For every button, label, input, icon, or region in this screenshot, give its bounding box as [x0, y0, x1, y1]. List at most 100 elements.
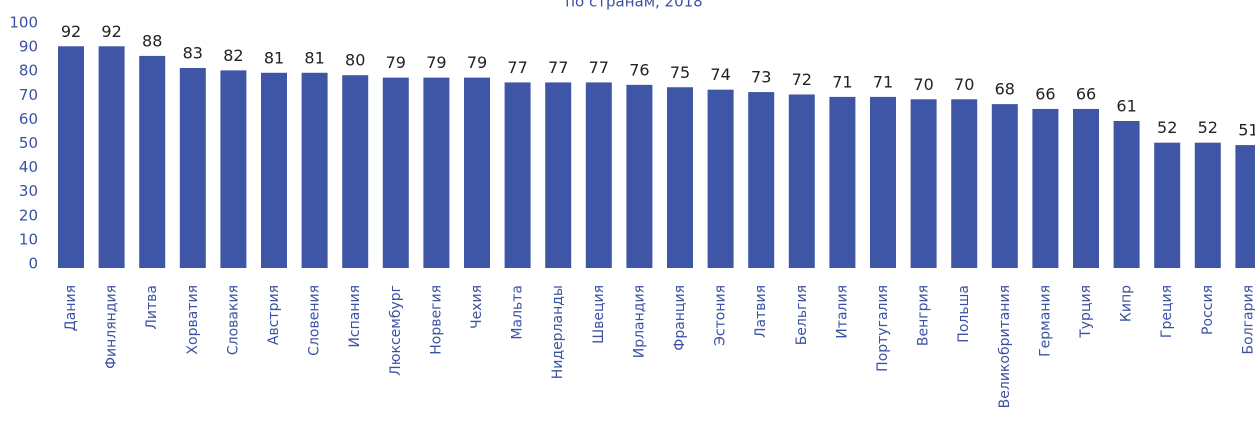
- value-label: 82: [223, 46, 243, 65]
- value-label: 92: [101, 22, 121, 41]
- bar: [748, 92, 775, 268]
- bar: [545, 82, 572, 269]
- value-label: 70: [913, 75, 933, 94]
- x-tick-label: Великобритания: [997, 285, 1013, 408]
- x-tick-label: Турция: [1078, 285, 1094, 339]
- value-label: 73: [751, 68, 771, 87]
- bar: [382, 77, 409, 268]
- y-tick-label: 70: [19, 86, 38, 104]
- x-tick-label: Эстония: [713, 285, 729, 346]
- bar: [829, 96, 856, 268]
- bar: [626, 84, 653, 268]
- value-label: 52: [1157, 118, 1177, 137]
- value-label: 79: [386, 53, 406, 72]
- value-label: 81: [264, 48, 284, 67]
- x-tick-label: Болгария: [1240, 285, 1255, 354]
- value-label: 81: [304, 48, 324, 67]
- y-tick-label: 50: [19, 134, 38, 152]
- x-tick-label: Ирландия: [631, 285, 647, 358]
- x-tick-label: Нидерланды: [550, 285, 566, 379]
- bar: [464, 77, 490, 268]
- value-label: 71: [873, 72, 893, 91]
- value-label: 80: [345, 51, 365, 70]
- value-label: 77: [589, 58, 609, 77]
- value-label: 77: [548, 58, 568, 77]
- bar: [991, 104, 1018, 269]
- y-tick-label: 30: [19, 182, 38, 200]
- y-tick-label: 40: [19, 158, 38, 176]
- x-tick-label: Хорватия: [185, 285, 201, 355]
- bar: [179, 67, 206, 268]
- x-tick-label: Норвегия: [428, 285, 444, 355]
- bar: [423, 77, 450, 268]
- bar: [1073, 108, 1099, 268]
- bar: [951, 99, 978, 268]
- y-tick-label: 20: [19, 206, 38, 224]
- x-tick-label: Греция: [1159, 285, 1175, 338]
- bar: [1154, 142, 1181, 268]
- x-tick-label: Кипр: [1119, 285, 1135, 322]
- value-label: 88: [142, 31, 162, 50]
- value-label: 92: [61, 22, 81, 41]
- bar: [1235, 145, 1255, 268]
- value-label: 79: [426, 53, 446, 72]
- value-label: 66: [1076, 84, 1096, 103]
- x-tick-label: Португалия: [875, 285, 891, 372]
- x-tick-label: Австрия: [266, 285, 282, 345]
- value-label: 77: [507, 58, 527, 77]
- bar: [707, 89, 734, 268]
- x-tick-label: Венгрия: [916, 285, 932, 346]
- x-tick-label: Словакия: [225, 285, 241, 355]
- x-tick-label: Германия: [1037, 285, 1053, 357]
- chart-subtitle: по странам, 2018: [565, 0, 702, 11]
- value-label: 61: [1116, 96, 1136, 115]
- x-tick-label: Чехия: [469, 285, 485, 329]
- bar: [1032, 108, 1059, 268]
- bar: [1194, 142, 1221, 268]
- value-label: 70: [954, 75, 974, 94]
- value-label: 74: [710, 65, 730, 84]
- x-tick-label: Финляндия: [104, 285, 120, 369]
- value-label: 68: [995, 80, 1015, 99]
- x-tick-label: Люксембург: [388, 285, 404, 376]
- x-tick-label: Мальта: [510, 285, 526, 340]
- value-label: 83: [183, 43, 203, 62]
- x-tick-label: Литва: [144, 285, 160, 330]
- bar: [98, 46, 125, 268]
- bar: [910, 99, 937, 268]
- x-tick-label: Словения: [307, 285, 323, 356]
- value-label: 66: [1035, 84, 1055, 103]
- value-label: 51: [1238, 121, 1255, 140]
- bar: [139, 55, 166, 268]
- bar: [504, 82, 531, 269]
- y-tick-label: 80: [19, 62, 38, 80]
- y-tick-label: 0: [28, 255, 38, 273]
- x-tick-label: Италия: [834, 285, 850, 339]
- x-tick-label: Швеция: [591, 285, 607, 344]
- x-tick-label: Испания: [347, 285, 363, 348]
- bar: [667, 87, 693, 268]
- x-tick-label: Россия: [1200, 285, 1216, 335]
- bar: [261, 72, 287, 268]
- value-label: 79: [467, 53, 487, 72]
- y-tick-label: 90: [19, 38, 38, 56]
- bar: [585, 82, 612, 269]
- bar: [58, 46, 84, 268]
- value-label: 75: [670, 63, 690, 82]
- x-tick-label: Латвия: [753, 285, 769, 338]
- x-tick-label: Дания: [63, 285, 79, 331]
- y-tick-label: 60: [19, 110, 38, 128]
- x-tick-label: Польша: [956, 285, 972, 343]
- y-tick-label: 10: [19, 230, 38, 248]
- bar: [1113, 120, 1140, 269]
- bar: [220, 70, 247, 268]
- value-label: 76: [629, 60, 649, 79]
- bar: [788, 94, 815, 268]
- y-tick-label: 100: [9, 14, 38, 32]
- bar: [870, 96, 896, 268]
- value-label: 71: [832, 72, 852, 91]
- value-label: 52: [1198, 118, 1218, 137]
- bar: [342, 75, 369, 268]
- x-tick-label: Франция: [672, 285, 688, 351]
